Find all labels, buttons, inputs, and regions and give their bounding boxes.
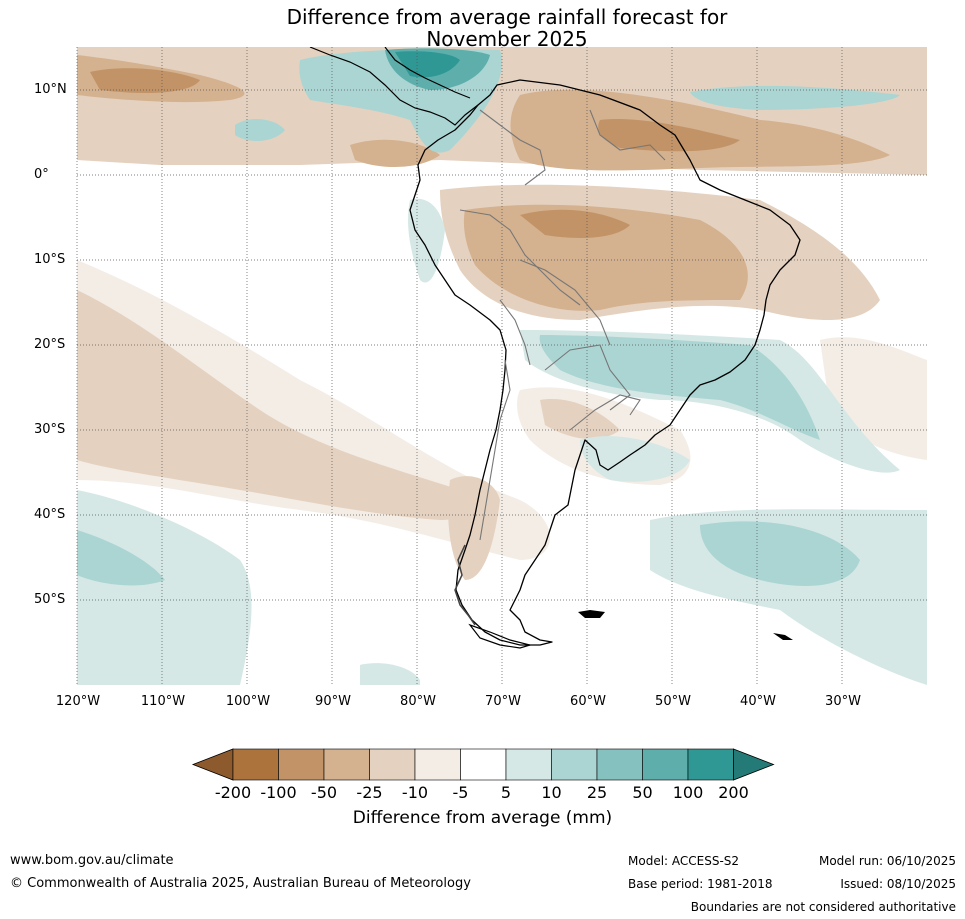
dry-band-south-pacific-strong — [77, 290, 471, 520]
colorbar-tick-label: 200 — [718, 783, 749, 802]
colorbar-tick-label: 5 — [500, 783, 512, 802]
south-georgia — [773, 633, 793, 640]
footer-base-period: Base period: 1981-2018 — [628, 877, 773, 891]
colorbar-box — [687, 748, 734, 781]
footer-copyright: © Commonwealth of Australia 2025, Austra… — [10, 876, 471, 891]
wet-southwest-pacific — [77, 490, 252, 685]
dry-guianas-core — [598, 119, 740, 152]
dry-core-north — [90, 68, 200, 93]
border-venezuela-guyana — [589, 109, 666, 161]
colorbar-box — [460, 748, 507, 781]
lon-label-50w: 50°W — [655, 694, 691, 709]
colorbar-tick-label: 50 — [632, 783, 653, 802]
colorbar-box — [278, 748, 325, 781]
dry-guianas — [510, 89, 890, 171]
colorbar-box — [505, 748, 552, 781]
lon-label-90w: 90°W — [315, 694, 351, 709]
wet-southeast-brazil-strong — [539, 335, 820, 440]
border-colombia-venezuela — [479, 109, 546, 186]
lat-label-10s: 10°S — [34, 252, 66, 267]
lat-label-0: 0° — [34, 167, 49, 182]
south-america-coastline — [409, 79, 801, 646]
colorbar-extend-high — [733, 748, 775, 781]
dry-amazon-core — [520, 209, 630, 238]
chart-title-line2: November 2025 — [426, 27, 588, 51]
lat-label-40s: 40°S — [34, 507, 66, 522]
border-chile-argentina — [479, 359, 511, 541]
tierra-del-fuego — [468, 623, 533, 649]
border-peru-bolivia — [499, 299, 531, 366]
colorbar-box — [551, 748, 598, 781]
colorbar-box — [414, 748, 461, 781]
colorbar-box — [596, 748, 643, 781]
lon-label-70w: 70°W — [485, 694, 521, 709]
colorbar-box — [232, 748, 279, 781]
lat-label-50s: 50°S — [34, 592, 66, 607]
wet-caribbean-east — [690, 85, 900, 110]
wet-pacific-patch — [235, 118, 285, 142]
colorbar-box — [642, 748, 689, 781]
footer-disclaimer: Boundaries are not considered authoritat… — [690, 900, 956, 914]
colorbar — [191, 748, 775, 781]
lon-label-80w: 80°W — [400, 694, 436, 709]
chilean-fjords — [454, 544, 476, 626]
footer-website: www.bom.gov.au/climate — [10, 853, 174, 868]
colorbar-tick-label: -10 — [401, 783, 429, 802]
colorbar-box — [323, 748, 370, 781]
colorbar-tick-label: -50 — [310, 783, 338, 802]
chart-title-line1: Difference from average rainfall forecas… — [286, 5, 728, 29]
colorbar-tick-label: -25 — [356, 783, 383, 802]
footer-model-run: Model run: 06/10/2025 — [818, 854, 956, 868]
lon-label-30w: 30°W — [825, 694, 861, 709]
lon-label-110w: 110°W — [140, 694, 186, 709]
border-brazil-bolivia — [519, 259, 611, 346]
colorbar-tick-label: 10 — [541, 783, 562, 802]
wet-south-pacific-bottom — [360, 663, 420, 685]
dry-amazon-strong — [463, 204, 748, 311]
wet-colombia — [408, 198, 445, 283]
footer-model: Model: ACCESS-S2 — [628, 854, 740, 868]
colorbar-extend-low — [191, 748, 234, 781]
lon-label-120w: 120°W — [55, 694, 101, 709]
colorbar-tick-label: -5 — [452, 783, 469, 802]
dry-argentina-strong — [540, 399, 620, 440]
graticule — [76, 47, 927, 685]
lon-label-60w: 60°W — [570, 694, 606, 709]
footer-issued: Issued: 08/10/2025 — [840, 877, 956, 891]
colorbar-tick-label: 100 — [672, 783, 704, 802]
lat-label-10n: 10°N — [34, 82, 67, 97]
dry-south-atlantic — [820, 337, 927, 460]
wet-south-atlantic-strong — [700, 521, 860, 586]
lon-label-40w: 40°W — [740, 694, 776, 709]
lat-label-20s: 20°S — [34, 337, 66, 352]
central-america-coastline — [309, 47, 479, 126]
border-peru-brazil — [459, 209, 581, 306]
colorbar-axis-label: Difference from average (mm) — [352, 808, 613, 828]
lon-label-100w: 100°W — [225, 694, 271, 709]
colorbar-tick-label: -100 — [260, 783, 297, 802]
falkland-islands — [578, 610, 605, 618]
border-argentina-brazil — [569, 394, 641, 431]
lat-label-30s: 30°S — [34, 422, 66, 437]
dry-pacific-mid — [350, 139, 440, 167]
country-borders — [459, 109, 666, 541]
colorbar-tick-label: -200 — [214, 783, 252, 802]
wet-southwest-pacific-strong — [77, 530, 165, 586]
colorbar-box — [369, 748, 416, 781]
colorbar-tick-label: 25 — [586, 783, 608, 802]
border-paraguay — [544, 344, 631, 411]
